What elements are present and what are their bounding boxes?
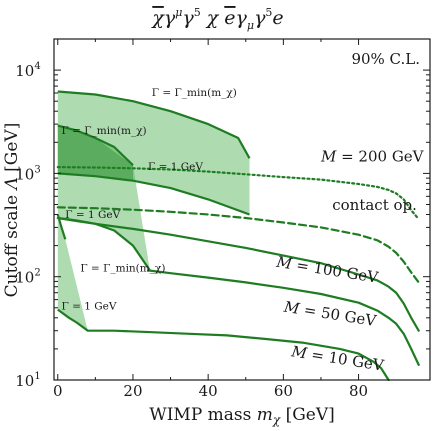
series-m-10-gev [86,329,390,382]
curve-label-1: M = 200 GeV [320,148,425,166]
gamma-label-6: Γ = 1 GeV [62,301,117,313]
gamma-boundary-2 [57,172,250,216]
svg-text:WIMP mass mχ [GeV]: WIMP mass mχ [GeV] [149,405,335,427]
band-3 [57,214,88,331]
x-tick-label: 60 [274,382,293,400]
gamma-boundary-3 [57,124,134,166]
series-m-50-gev [146,269,420,366]
y-tick-label: 104 [15,61,40,80]
gamma-label-4: Γ = 1 GeV [65,209,120,221]
x-tick-label: 0 [53,382,63,400]
y-axis-title: Cutoff scale Λ [GeV] [2,123,22,298]
series-contact-op- [56,206,420,284]
x-axis-title: WIMP mass mχ [GeV] [149,405,335,427]
curve-label-3: M = 100 GeV [274,253,380,287]
x-tick-label: 40 [199,382,218,400]
axis-ticks: 0 20 40 60 80 101 102 103 104 [15,38,430,400]
curve-label-4: M = 50 GeV [282,298,379,331]
x-tick-label: 20 [123,382,142,400]
svg-text:Cutoff scale Λ [GeV]: Cutoff scale Λ [GeV] [2,123,22,298]
series-m-100-gev [56,216,420,332]
confidence-label: 90% C.L. [351,50,420,68]
x-tick-label: 80 [349,382,368,400]
gamma-boundary-lines [56,90,251,332]
curve-label-5: M = 10 GeV [289,342,386,375]
chart-title: χγμγ5 χ eγμγ5e [150,6,283,32]
gamma-label-5: Γ = Γ_min(m_χ) [80,263,165,275]
gamma-boundary-1 [57,90,251,159]
series-m-200-gev [56,166,420,221]
y-tick-label: 101 [15,371,40,390]
gamma-labels: Γ = Γ_min(m_χ) Γ = Γ_min(m_χ) Γ = 1 GeV Γ =… [62,87,237,313]
curve-label-2: contact op. [332,196,417,214]
y-tick-label: 102 [15,268,40,287]
series-lines [56,166,420,382]
y-tick-label: 103 [15,164,40,183]
svg-text:χγμγ5 χ eγμγ5e: χγμγ5 χ eγμγ5e [150,6,283,32]
gamma-boundary-6 [57,308,89,332]
gamma-label-1: Γ = Γ_min(m_χ) [152,87,237,99]
gamma-label-2: Γ = Γ_min(m_χ) [62,125,147,137]
gamma-label-3: Γ = 1 GeV [148,161,203,173]
band-2 [57,125,150,271]
plot-frame [53,38,431,381]
